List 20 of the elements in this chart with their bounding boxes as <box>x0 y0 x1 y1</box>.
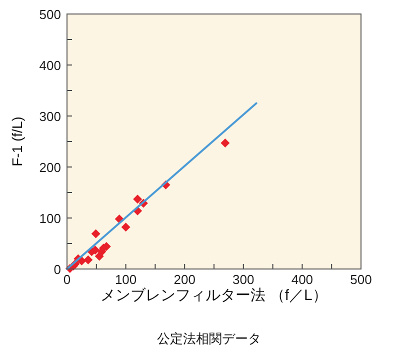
x-tick-label: 200 <box>174 272 196 287</box>
x-tick-label: 0 <box>63 272 71 287</box>
point <box>133 194 142 204</box>
x-tick-label: 500 <box>350 272 372 287</box>
y-tick-label: 0 <box>54 262 61 277</box>
y-tick-label: 200 <box>39 160 61 175</box>
point <box>220 138 230 148</box>
point <box>84 255 93 264</box>
text: 公定法相関データ <box>157 331 261 346</box>
x-tick-label: 300 <box>232 272 254 287</box>
point <box>91 229 100 238</box>
y-tick-label: 100 <box>39 211 61 226</box>
x-axis-title: メンブレンフィルター法 （f／L） <box>100 287 328 304</box>
x-tick-label: 400 <box>291 272 314 287</box>
y-axis-title: F-1 (f/L) <box>9 116 25 166</box>
y-tick-label: 500 <box>39 7 61 22</box>
x-tick-label: 100 <box>114 272 137 287</box>
y-tick-label: 300 <box>39 109 61 124</box>
point <box>121 222 130 232</box>
y-tick-label: 400 <box>39 58 61 73</box>
